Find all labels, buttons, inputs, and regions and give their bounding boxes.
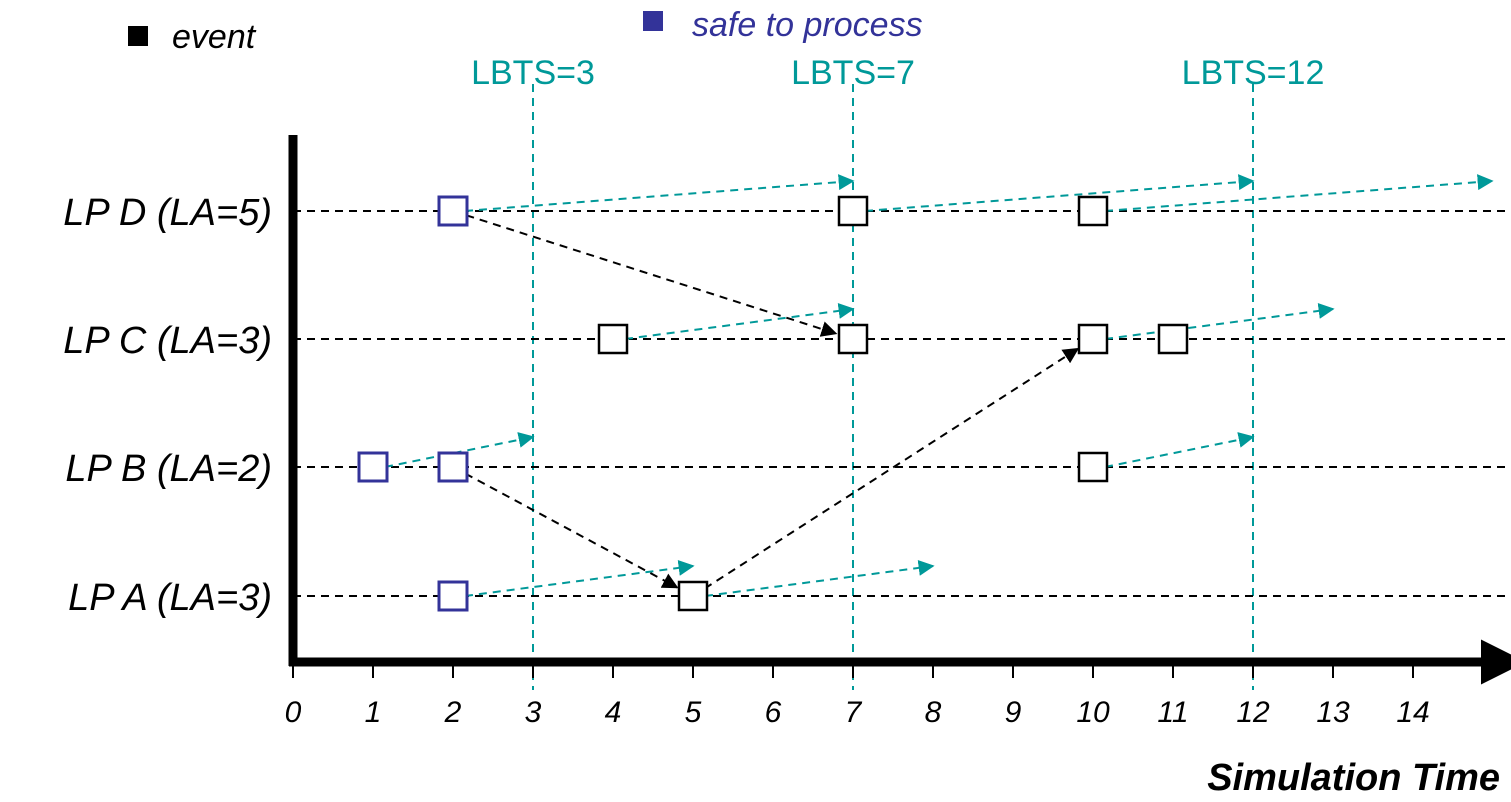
tick-label-6: 6 — [765, 696, 782, 729]
legend-event-label: event — [172, 18, 257, 56]
event-a-t2 — [437, 580, 469, 612]
tick-label-7: 7 — [845, 696, 863, 729]
lp-labels: LP D (LA=5) LP C (LA=3) LP B (LA=2) LP A (L… — [63, 192, 272, 619]
arrows — [384, 174, 1494, 597]
message-arrow-a-to-c — [704, 347, 1080, 590]
event-c-t4 — [597, 323, 629, 355]
event-b-t2 — [437, 451, 469, 483]
tick-label-10: 10 — [1076, 696, 1110, 729]
events — [357, 195, 1189, 612]
lookahead-arrow-a-5 — [704, 559, 935, 597]
tick-label-14: 14 — [1396, 696, 1429, 729]
tick-label-13: 13 — [1316, 696, 1350, 729]
event-d-t10 — [1077, 195, 1109, 227]
lookahead-arrow-c-4 — [624, 302, 855, 340]
axes — [288, 135, 1511, 685]
lp-label-c: LP C (LA=3) — [63, 320, 272, 362]
tick-label-9: 9 — [1005, 696, 1022, 729]
lp-label-a: LP A (LA=3) — [68, 577, 272, 619]
lp-timelines — [293, 210, 1511, 597]
event-c-t10 — [1077, 323, 1109, 355]
x-axis-title: Simulation Time — [1207, 757, 1500, 799]
tick-label-12: 12 — [1236, 696, 1270, 729]
legend: event safe to process — [128, 6, 923, 56]
lbts-label-12: LBTS=12 — [1182, 54, 1325, 92]
tick-label-0: 0 — [285, 696, 302, 729]
lookahead-arrow-d-10 — [1104, 174, 1494, 212]
event-d-t7 — [837, 195, 869, 227]
legend-event-swatch — [128, 26, 148, 46]
lp-label-d: LP D (LA=5) — [63, 192, 272, 234]
tick-label-2: 2 — [444, 696, 462, 729]
message-arrow-b-to-a — [464, 472, 679, 589]
tick-label-11: 11 — [1157, 696, 1188, 729]
event-b-t1 — [357, 451, 389, 483]
event-c-t7 — [837, 323, 869, 355]
tick-label-5: 5 — [685, 696, 702, 729]
lookahead-arrow-d-2 — [464, 174, 855, 212]
event-b-t10 — [1077, 451, 1109, 483]
x-axis-ticks: 0 1 2 3 4 5 6 7 8 9 10 11 12 13 14 — [285, 662, 1430, 729]
event-a-t5 — [677, 580, 709, 612]
event-d-t2 — [437, 195, 469, 227]
event-c-t11 — [1157, 323, 1189, 355]
legend-safe-swatch — [643, 11, 663, 31]
lbts-lines: LBTS=3 LBTS=7 LBTS=12 — [471, 54, 1324, 690]
lbts-label-7: LBTS=7 — [791, 54, 915, 92]
legend-safe-label: safe to process — [692, 6, 923, 44]
tick-label-1: 1 — [365, 696, 382, 729]
lbts-label-3: LBTS=3 — [471, 54, 595, 92]
tick-label-3: 3 — [525, 696, 542, 729]
lp-label-b: LP B (LA=2) — [65, 448, 272, 490]
lookahead-arrow-d-7 — [864, 174, 1255, 212]
message-arrow-d-to-c — [466, 214, 838, 337]
lookahead-arrow-b-10 — [1104, 432, 1255, 468]
lookahead-arrow-c-10 — [1104, 302, 1335, 340]
tick-label-8: 8 — [925, 696, 942, 729]
lookahead-arrow-a-2 — [464, 559, 695, 597]
tick-label-4: 4 — [605, 696, 622, 729]
